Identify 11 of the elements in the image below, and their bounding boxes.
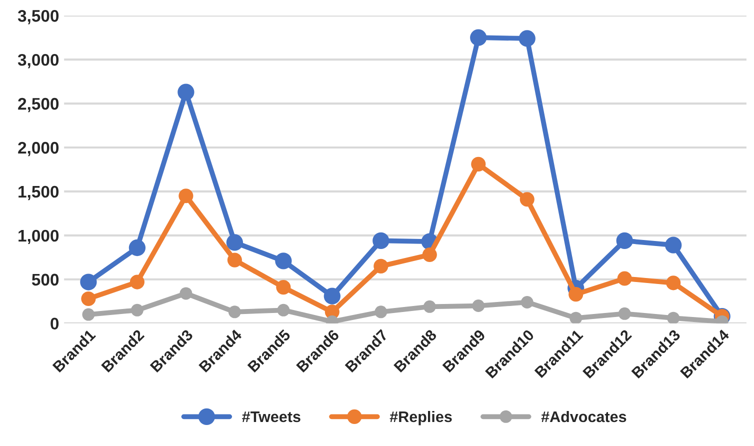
y-tick-label: 2,000: [18, 142, 59, 156]
legend-label: #Replies: [390, 410, 452, 426]
y-tick-label: 0: [50, 318, 59, 330]
legend-label: #Tweets: [242, 412, 300, 422]
y-tick-label: 3,000: [18, 54, 59, 68]
legend-label: #Advocates: [541, 410, 626, 422]
y-tick-label: 3,500: [18, 10, 59, 24]
y-tick-label: 2,500: [18, 98, 59, 112]
y-tick-label: 1,000: [18, 230, 59, 244]
y-tick-label: 1,500: [18, 186, 59, 200]
y-tick-label: 500: [32, 274, 59, 286]
